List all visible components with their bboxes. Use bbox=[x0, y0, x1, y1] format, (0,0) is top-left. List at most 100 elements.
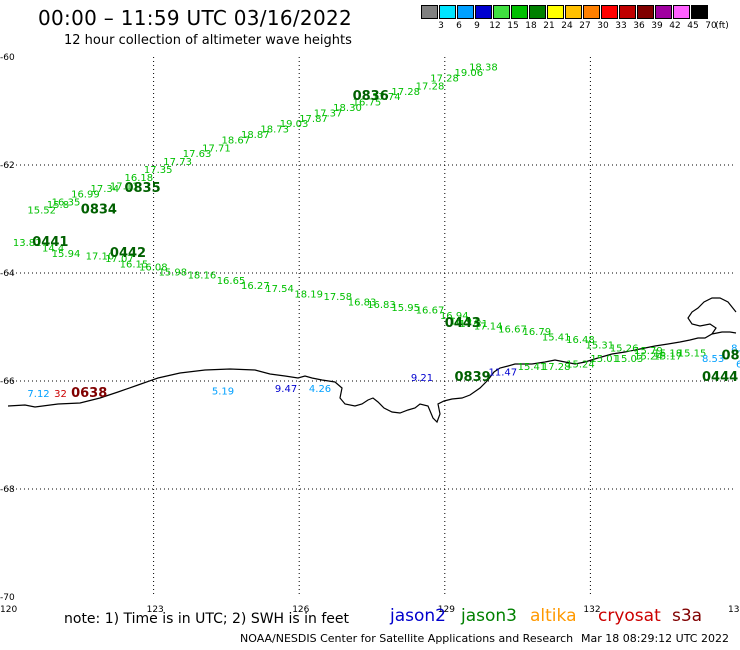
lon-tick-label: 135 bbox=[728, 605, 740, 615]
wave-height-value: 5.19 bbox=[212, 387, 234, 398]
wave-height-value: 15.8 bbox=[47, 200, 69, 211]
graticule bbox=[8, 57, 736, 597]
wave-height-value: 17.14 bbox=[474, 322, 503, 333]
legend-swatch-label: 18 bbox=[525, 21, 537, 31]
legend-swatch-label: 6 bbox=[456, 21, 462, 31]
pass-time-label: 0442 bbox=[110, 246, 146, 261]
map-title: 00:00 – 11:59 UTC 03/16/2022 bbox=[38, 6, 353, 30]
coastline-path bbox=[7, 331, 737, 424]
legend-swatch-label: 30 bbox=[597, 21, 609, 31]
legend-swatch bbox=[439, 5, 456, 19]
wave-height-value: 15.24 bbox=[566, 360, 595, 371]
pass-time-label: 0836 bbox=[353, 89, 389, 104]
legend-swatch bbox=[637, 5, 654, 19]
legend-swatch-label: 45 bbox=[687, 21, 699, 31]
legend-swatch-label: 39 bbox=[651, 21, 663, 31]
wave-height-value: 18.38 bbox=[469, 63, 498, 74]
lon-tick-label: 129 bbox=[438, 605, 455, 615]
wave-height-value: 17.54 bbox=[265, 284, 294, 295]
wave-height-value: 15.15 bbox=[678, 349, 707, 360]
antarctic-coastline bbox=[7, 297, 737, 424]
wave-height-value: 6. bbox=[736, 360, 740, 371]
lat-tick-label: -66 bbox=[0, 377, 15, 387]
legend-swatch-label: 27 bbox=[579, 21, 591, 31]
wave-height-value: 9.21 bbox=[411, 373, 433, 384]
pass-time-label: 0638 bbox=[71, 386, 107, 401]
wave-height-value: 15.52 bbox=[27, 206, 56, 217]
legend-swatch-label: 33 bbox=[615, 21, 627, 31]
wave-height-value: 16.15 bbox=[120, 260, 149, 271]
wave-height-value: 16.83 bbox=[367, 300, 396, 311]
wave-height-value: 15.26 bbox=[610, 343, 639, 354]
wave-height-value: 7.12 bbox=[27, 389, 49, 400]
satellite-tracks: 15.5215.816.3516.9917.3417.1116.1817.351… bbox=[13, 63, 740, 402]
legend-swatch bbox=[475, 5, 492, 19]
legend-swatch bbox=[493, 5, 510, 19]
legend-swatch-label: 24 bbox=[561, 21, 573, 31]
legend-swatch bbox=[529, 5, 546, 19]
legend-swatch-label: 3 bbox=[438, 21, 444, 31]
wave-height-value: 16.08 bbox=[139, 262, 168, 273]
pass-time-label: 0443 bbox=[445, 316, 481, 331]
wave-height-value: 17.58 bbox=[323, 292, 352, 303]
wave-height-value: 17.07 bbox=[105, 254, 134, 265]
lon-tick-label: 126 bbox=[292, 605, 309, 615]
wave-height-value: 16.79 bbox=[522, 327, 551, 338]
pass-time-label: 0444 bbox=[702, 370, 738, 385]
pass-time-label: 0834 bbox=[81, 203, 117, 218]
legend-swatch-label: 36 bbox=[633, 21, 645, 31]
pass-time-label: 0840 bbox=[721, 348, 740, 363]
legend-swatch bbox=[619, 5, 636, 19]
legend-swatch-label: 21 bbox=[543, 21, 555, 31]
wave-height-value: 17.28 bbox=[391, 87, 420, 98]
wave-height-value: 15.41 bbox=[518, 362, 547, 373]
legend-swatch bbox=[673, 5, 690, 19]
lon-tick-label: 132 bbox=[583, 605, 600, 615]
wave-height-value: 32 bbox=[54, 389, 67, 400]
legend-swatch-label: 9 bbox=[474, 21, 480, 31]
wave-height-value: 16.48 bbox=[566, 335, 595, 346]
wave-height-value: 15.41 bbox=[542, 333, 571, 344]
wave-height-value: 18.67 bbox=[222, 135, 251, 146]
legend-unit: (ft) bbox=[715, 21, 729, 31]
legend-swatch bbox=[547, 5, 564, 19]
wave-height-value: 17.10 bbox=[86, 252, 115, 263]
wave-height-value: 16.83 bbox=[348, 297, 377, 308]
wave-height-value: 18.30 bbox=[333, 103, 362, 114]
legend-swatch-label: 42 bbox=[669, 21, 681, 31]
wave-height-value: 17.31 bbox=[459, 319, 488, 330]
wave-height-value: 17.63 bbox=[183, 149, 212, 160]
pass-time-label: 0839 bbox=[455, 370, 491, 385]
wave-height-value: 15.94 bbox=[52, 249, 81, 260]
coastline-peninsula bbox=[687, 297, 737, 335]
wave-height-value: 16.67 bbox=[498, 324, 527, 335]
lat-tick-label: -62 bbox=[0, 161, 15, 171]
wave-height-value: 8.53 bbox=[702, 354, 724, 365]
wave-height-value: 18.87 bbox=[241, 130, 270, 141]
satellite-name: jason2 bbox=[390, 606, 446, 626]
lat-tick-label: -60 bbox=[0, 53, 15, 63]
wave-height-value: 15.95 bbox=[391, 303, 420, 314]
legend-swatch bbox=[691, 5, 708, 19]
wave-height-value: 17.34 bbox=[91, 184, 120, 195]
wave-height-value: 17.28 bbox=[416, 81, 445, 92]
legend-swatch bbox=[583, 5, 600, 19]
satellite-name: jason3 bbox=[461, 606, 517, 626]
wave-height-value: 17.28 bbox=[430, 73, 459, 84]
wave-height-value: 17.35 bbox=[144, 165, 173, 176]
wave-height-value: 17.11 bbox=[110, 181, 139, 192]
lon-tick-label: 123 bbox=[147, 605, 164, 615]
wave-height-value: 16.18 bbox=[124, 173, 153, 184]
legend-swatch bbox=[655, 5, 672, 19]
credit-line: NOAA/NESDIS Center for Satellite Applica… bbox=[240, 632, 574, 645]
wave-height-value: 17.71 bbox=[202, 144, 231, 155]
wave-height-value: 17.73 bbox=[163, 157, 192, 168]
wave-height-value: 4.26 bbox=[309, 384, 331, 395]
wave-height-value: 15.31 bbox=[586, 341, 615, 352]
lat-tick-label: -64 bbox=[0, 269, 15, 279]
wave-height-value: 15.24 bbox=[634, 351, 663, 362]
legend-swatch bbox=[457, 5, 474, 19]
wave-height-value: 18.73 bbox=[260, 125, 289, 136]
wave-height-value: 9.47 bbox=[275, 384, 297, 395]
